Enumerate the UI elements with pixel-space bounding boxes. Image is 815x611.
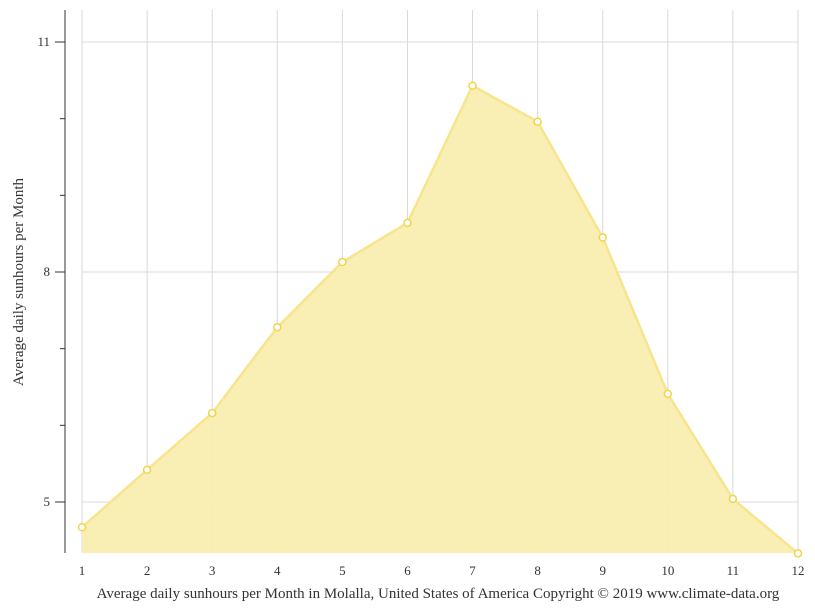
x-tick-label: 9 — [599, 563, 606, 578]
data-point-marker — [728, 494, 738, 504]
chart-caption: Average daily sunhours per Month in Mola… — [97, 586, 780, 602]
x-tick-label: 4 — [274, 563, 281, 578]
y-tick-label: 8 — [44, 264, 51, 279]
x-tick-label: 7 — [469, 563, 476, 578]
x-tick-label: 8 — [534, 563, 541, 578]
data-point-marker — [663, 389, 673, 399]
area-fill — [82, 85, 798, 554]
y-axis-ticks: 5 8 11 — [37, 34, 65, 509]
x-tick-label: 5 — [339, 563, 346, 578]
data-point-marker — [533, 117, 542, 126]
series-line — [81, 83, 799, 555]
data-point-marker — [598, 233, 607, 242]
y-tick-label: 5 — [44, 494, 51, 509]
data-markers — [77, 81, 803, 558]
x-tick-label: 10 — [661, 563, 674, 578]
x-axis-ticks: 1 2 3 4 5 6 7 8 9 10 11 12 — [79, 563, 805, 578]
x-tick-label: 1 — [79, 563, 86, 578]
y-tick-label: 11 — [37, 34, 50, 49]
data-point-marker — [338, 257, 347, 267]
x-tick-label: 12 — [792, 563, 805, 578]
data-point-marker — [142, 465, 152, 475]
data-point-marker — [77, 523, 87, 532]
data-point-marker — [273, 322, 282, 332]
data-point-marker — [403, 218, 412, 228]
y-axis-title: Average daily sunhours per Month — [11, 178, 27, 387]
data-point-marker — [793, 549, 803, 558]
data-point-marker — [468, 81, 477, 90]
x-tick-label: 3 — [209, 563, 216, 578]
x-tick-label: 6 — [404, 563, 411, 578]
x-tick-label: 11 — [727, 563, 740, 578]
x-tick-label: 2 — [144, 563, 151, 578]
data-point-marker — [207, 408, 217, 418]
